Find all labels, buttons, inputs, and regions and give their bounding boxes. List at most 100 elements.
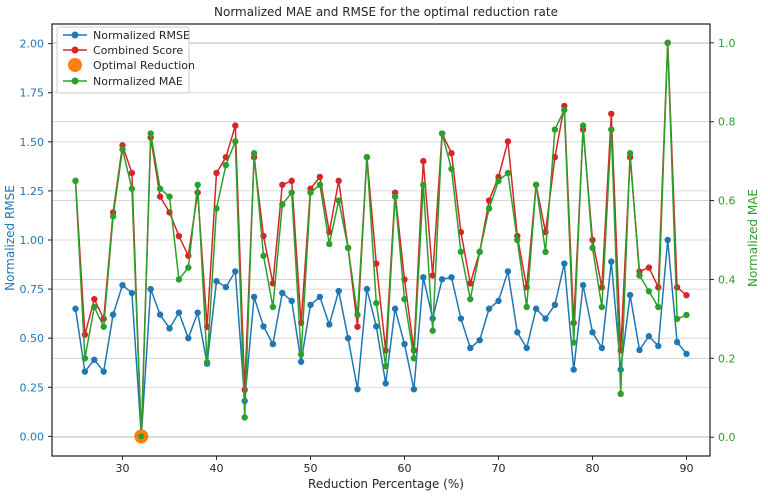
rmse-point [438,276,446,283]
rmse-point [166,325,173,332]
combined-score-point [175,232,183,240]
mae-point [232,138,239,145]
rmse-point [598,344,606,352]
mae-point [617,390,624,398]
mae-point [194,181,201,188]
combined-score-point [288,177,295,185]
x-tick-label: 70 [492,462,506,475]
mae-point [119,146,126,153]
rmse-point [495,297,502,305]
legend-label-rmse: Normalized RMSE [93,29,190,42]
mae-point [655,303,662,311]
rmse-point [523,344,530,352]
rmse-point [222,283,230,291]
rmse-point [476,336,483,344]
x-tick-label: 80 [586,462,600,475]
combined-score-point [354,323,361,330]
rmse-point [354,386,361,393]
mae-point [420,181,427,188]
mae-point [91,303,98,311]
rmse-point [109,311,117,318]
rmse-point [579,281,587,289]
x-tick-label: 30 [116,462,130,475]
rmse-point [288,297,295,305]
rmse-point [147,285,154,293]
mae-point [561,106,568,114]
y-tick-label-right: 0.0 [718,431,736,444]
rmse-point [457,315,465,322]
y-tick-label-right: 0.4 [718,273,736,286]
y-tick-label-left: 2.00 [20,38,45,51]
mae-point [363,153,371,161]
mae-point [288,189,295,196]
mae-point [448,165,455,173]
rmse-point [570,366,577,373]
rmse-point [81,368,89,375]
combined-score-point [467,280,474,287]
mae-point [598,303,606,311]
mae-point [373,299,380,307]
mae-point [514,236,521,244]
legend-label-optimal: Optimal Reduction [93,59,195,72]
optimal-mae-point-overlay [138,433,145,440]
rmse-point [297,358,305,365]
rmse-point [335,287,342,295]
combined-score-point [279,181,286,188]
combined-score-point [420,157,427,165]
mae-point [542,248,549,256]
mae-point [269,303,277,311]
rmse-point [156,311,164,318]
rmse-point [617,366,624,373]
rmse-point [467,344,474,352]
combined-score-point [81,331,89,338]
rmse-point [391,305,399,312]
mae-point [326,240,333,248]
mae-point [476,248,483,256]
rmse-point [194,309,201,316]
mae-point [241,414,248,421]
y-tick-label-right: 0.6 [718,195,736,208]
mae-point [335,197,342,204]
rmse-point [608,258,615,265]
mae-point [382,363,389,370]
combined-score-point [335,177,342,185]
x-tick-label: 60 [398,462,412,475]
mae-point [222,161,230,169]
y-tick-label-left: 1.00 [20,234,45,247]
rmse-point [514,329,521,336]
rmse-point [232,268,239,275]
mae-point [344,244,352,252]
rmse-point [410,386,418,393]
rmse-point [250,293,258,301]
mae-point [260,252,267,259]
rmse-point [542,315,549,322]
chart-title: Normalized MAE and RMSE for the optimal … [214,5,558,19]
rmse-point [128,289,136,297]
series-layer [72,39,690,444]
mae-point [128,185,136,192]
mae-point [429,327,436,334]
rmse-point [551,301,559,308]
y-tick-label-left: 1.50 [20,136,45,149]
rmse-point [504,268,512,275]
mae-point [72,177,79,185]
mae-point [673,315,681,323]
rmse-point [316,293,324,301]
mae-point [608,126,615,133]
combined-score-point [222,153,230,161]
mae-point [166,193,173,200]
mae-point [297,351,305,358]
rmse-point [448,274,455,281]
mae-point [626,150,634,157]
rmse-point [269,340,277,348]
mae-point [213,205,220,212]
mae-point [485,205,493,212]
rmse-point [561,260,568,267]
mae-point [504,169,512,177]
rmse-point [485,305,493,312]
mae-point [307,189,314,196]
combined-score-point [683,292,690,299]
legend-box [56,26,190,94]
